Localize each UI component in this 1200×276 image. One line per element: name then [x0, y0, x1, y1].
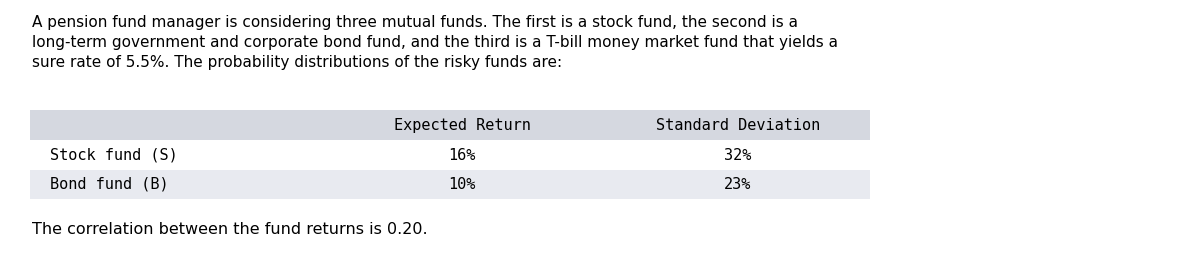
Text: long-term government and corporate bond fund, and the third is a T-bill money ma: long-term government and corporate bond …: [32, 35, 839, 50]
Text: 16%: 16%: [449, 147, 475, 163]
Bar: [30, 140, 870, 169]
Bar: [30, 169, 870, 199]
Text: 10%: 10%: [449, 177, 475, 192]
Text: Standard Deviation: Standard Deviation: [656, 118, 820, 133]
Text: Stock fund (S): Stock fund (S): [50, 147, 178, 163]
Text: 23%: 23%: [725, 177, 751, 192]
Text: 32%: 32%: [725, 147, 751, 163]
Text: The correlation between the fund returns is 0.20.: The correlation between the fund returns…: [32, 222, 428, 237]
Text: Expected Return: Expected Return: [394, 118, 530, 133]
Text: A pension fund manager is considering three mutual funds. The first is a stock f: A pension fund manager is considering th…: [32, 15, 798, 30]
Bar: [30, 110, 870, 140]
Text: Bond fund (B): Bond fund (B): [50, 177, 169, 192]
Text: sure rate of 5.5%. The probability distributions of the risky funds are:: sure rate of 5.5%. The probability distr…: [32, 55, 563, 70]
